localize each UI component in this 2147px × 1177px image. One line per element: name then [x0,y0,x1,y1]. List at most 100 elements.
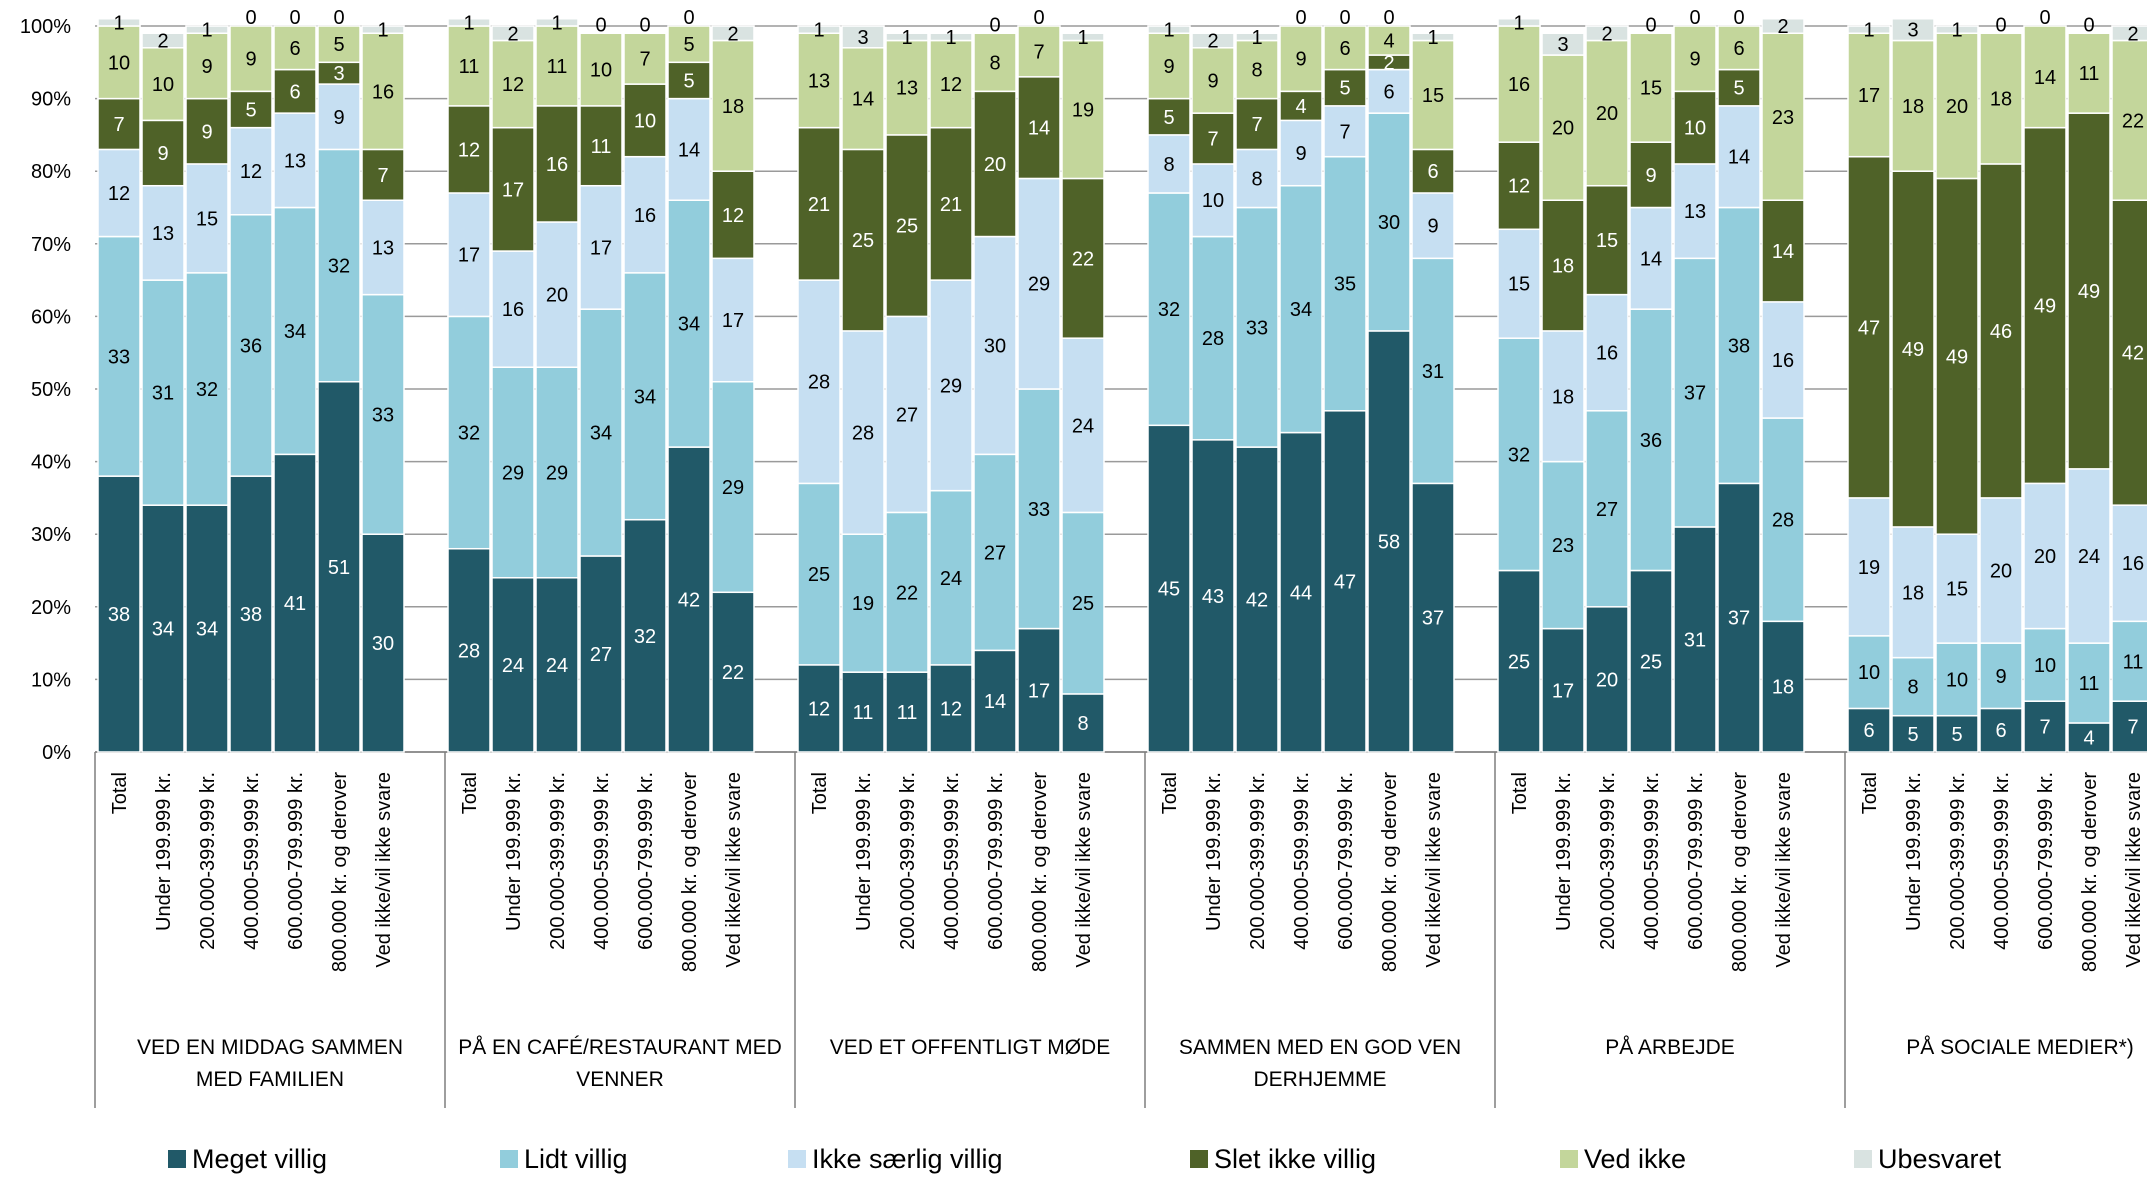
value-label: 25 [1640,651,1662,673]
category-label: 400.000-599.999 kr. [941,772,963,950]
category-label: Under 199.999 kr. [1903,772,1925,931]
value-label: 1 [1513,12,1524,34]
value-label: 15 [196,208,218,230]
value-label: 10 [1684,118,1706,140]
value-label: 33 [1028,499,1050,521]
value-label: 34 [284,321,306,343]
value-label: 0 [639,14,650,36]
bar-segment-meget-villig [1191,439,1235,753]
value-label: 17 [1858,85,1880,107]
category-label: 800.000 kr. og derover [679,772,701,972]
value-label: 4 [1383,31,1394,53]
value-label: 10 [1202,190,1224,212]
value-label: 18 [1552,256,1574,278]
value-label: 1 [1863,20,1874,42]
bar-segment-slet-ikke-villig [1979,163,2023,499]
bar-segment-ved-ikke [1717,25,1761,71]
value-label: 12 [722,205,744,227]
value-label: 23 [1772,107,1794,129]
value-label: 14 [2034,67,2056,89]
category-label: 800.000 kr. og derover [1729,772,1751,972]
value-label: 6 [1863,720,1874,742]
value-label: 18 [1902,582,1924,604]
category-label: 400.000-599.999 kr. [1641,772,1663,950]
value-label: 42 [1246,590,1268,612]
bar-segment-ved-ikke [2023,25,2067,129]
value-label: 7 [2127,717,2138,739]
bar-segment-ubesvaret [141,32,185,49]
bar-segment-meget-villig [273,453,317,753]
value-label: 20 [984,154,1006,176]
bar-segment-ubesvaret [535,17,579,27]
value-label: 20 [546,285,568,307]
bar-segment-lidt-villig [973,453,1017,652]
category-label: 400.000-599.999 kr. [1291,772,1313,950]
value-label: 35 [1334,274,1356,296]
value-label: 16 [634,205,656,227]
bar-segment-ved-ikke [273,25,317,71]
category-label: 400.000-599.999 kr. [241,772,263,950]
value-label: 10 [152,74,174,96]
category-label: 600.000-799.999 kr. [1685,772,1707,950]
value-label: 12 [940,698,962,720]
value-label: 0 [1689,7,1700,29]
bar-segment-ubesvaret [929,32,973,42]
value-label: 9 [1295,143,1306,165]
value-label: 10 [1858,662,1880,684]
category-label: Ved ikke/vil ikke svare [2123,772,2145,968]
value-label: 5 [333,34,344,56]
value-label: 2 [1383,52,1394,74]
value-label: 32 [1508,444,1530,466]
value-label: 14 [678,139,700,161]
value-label: 20 [1596,103,1618,125]
bar-segment-ved-ikke [1279,25,1323,93]
value-label: 0 [1645,14,1656,36]
bar-segment-ubesvaret [1147,25,1191,35]
value-label: 7 [377,165,388,187]
value-label: 22 [2122,110,2144,132]
value-label: 25 [808,564,830,586]
bar-segment-ikke-s-rlig-villig [1017,177,1061,390]
bar-segment-ubesvaret [1847,25,1891,35]
value-label: 9 [1645,165,1656,187]
legend-swatch [168,1150,186,1168]
bar-segment-meget-villig [1717,482,1761,753]
bar-segment-ikke-s-rlig-villig [2067,468,2111,644]
bar-segment-slet-ikke-villig [885,134,929,318]
category-label: 400.000-599.999 kr. [591,772,613,950]
value-label: 12 [808,698,830,720]
bar-segment-slet-ikke-villig [1629,141,1673,209]
value-label: 33 [372,404,394,426]
value-label: 0 [1339,7,1350,29]
value-label: 31 [152,383,174,405]
value-label: 7 [2039,717,2050,739]
bar-segment-meget-villig [1891,714,1935,753]
value-label: 14 [1028,118,1050,140]
bar-segment-ved-ikke [1191,47,1235,114]
bar-segment-lidt-villig [1411,257,1455,485]
category-label: 800.000 kr. og derover [1029,772,1051,972]
value-label: 1 [551,12,562,34]
value-label: 12 [108,183,130,205]
bar-segment-meget-villig [1147,424,1191,753]
value-label: 19 [1072,99,1094,121]
value-label: 8 [1251,168,1262,190]
value-label: 1 [377,20,388,42]
value-label: 9 [1427,216,1438,238]
value-label: 0 [1995,14,2006,36]
bar-segment-slet-ikke-villig [1673,90,1717,165]
value-label: 6 [289,81,300,103]
value-label: 16 [502,299,524,321]
group-label: SAMMEN MED EN GOD VEN [1179,1036,1461,1059]
category-label: 600.000-799.999 kr. [285,772,307,950]
bar-segment-meget-villig [1761,620,1805,753]
bar-segment-lidt-villig [579,308,623,557]
value-label: 15 [1596,230,1618,252]
value-label: 14 [1728,147,1750,169]
bar-segment-ubesvaret [1411,32,1455,42]
value-label: 22 [1072,248,1094,270]
value-label: 18 [1990,89,2012,111]
bar-segment-meget-villig [1497,569,1541,753]
bar-segment-meget-villig [491,577,535,753]
